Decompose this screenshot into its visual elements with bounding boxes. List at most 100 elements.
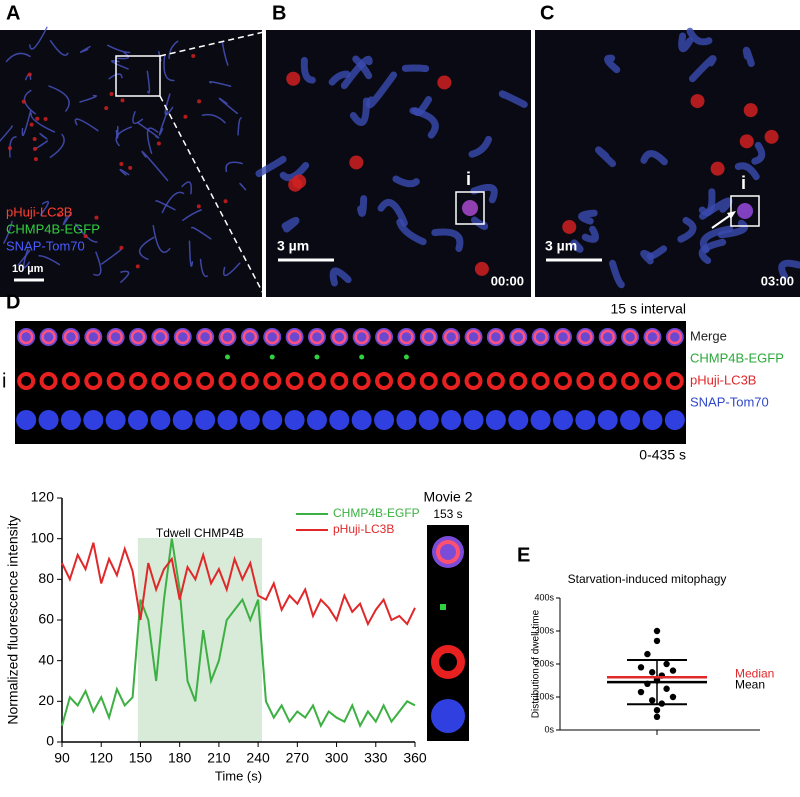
roi-label: i <box>741 173 746 193</box>
vesicle <box>764 129 779 144</box>
dot <box>653 627 661 635</box>
mito <box>79 94 97 103</box>
vesicle <box>32 146 37 151</box>
vesicle <box>43 116 48 121</box>
mito <box>221 41 229 66</box>
frame-red <box>598 372 617 390</box>
frame-blue <box>530 410 551 430</box>
frame-blue <box>351 410 372 430</box>
frame-red <box>509 372 528 390</box>
channel-label: pHuji-LC3B <box>690 372 756 387</box>
frame-blue <box>150 410 171 430</box>
frame-red <box>196 372 215 390</box>
panel-label: B <box>272 2 286 24</box>
image-b <box>266 30 531 297</box>
zoom-line <box>159 31 265 57</box>
frame-merge <box>421 329 437 345</box>
mito <box>239 182 247 191</box>
vesicle <box>119 245 124 250</box>
vesicle <box>56 212 61 217</box>
summary-label: Mean <box>735 677 765 691</box>
vesicle <box>109 91 114 96</box>
frame-blue <box>374 410 395 430</box>
y-tick-label: 100 <box>31 529 55 545</box>
mito <box>498 90 528 108</box>
mito <box>470 216 489 231</box>
mito <box>300 56 316 84</box>
mito <box>581 225 600 243</box>
channel-label: CHMP4B-EGFP <box>6 221 100 236</box>
frame-merge <box>443 329 459 345</box>
frame-merge <box>354 329 369 345</box>
frame-merge <box>220 329 235 345</box>
frame-red <box>17 372 36 390</box>
frame-blue <box>396 410 417 430</box>
x-tick-label: 210 <box>207 750 231 766</box>
mito <box>39 132 48 140</box>
mito <box>34 140 49 150</box>
vesicle <box>437 75 452 90</box>
mito <box>155 200 176 211</box>
y-tick-label: 20 <box>38 692 54 708</box>
scale-label: 3 µm <box>545 238 577 254</box>
mito <box>107 44 131 54</box>
mito <box>29 26 48 50</box>
mito <box>40 200 50 216</box>
mito <box>431 228 464 253</box>
mito <box>74 223 98 243</box>
movie-merge <box>436 540 460 564</box>
frame-red <box>129 372 148 390</box>
vesicle <box>29 122 34 127</box>
frame-merge <box>511 329 526 345</box>
arrow <box>711 213 733 229</box>
vesicle <box>223 199 228 204</box>
mito <box>30 112 56 133</box>
frame-red <box>621 372 640 390</box>
mito <box>139 236 155 261</box>
frame-blue <box>463 410 484 430</box>
frame-merge <box>108 329 123 345</box>
vesicle <box>94 215 99 220</box>
frame-blue <box>60 410 81 430</box>
mito <box>688 55 717 83</box>
mito <box>115 125 119 139</box>
frame-merge <box>287 329 302 345</box>
mito <box>366 71 398 109</box>
y-axis-label: Normalized fluorescence intensity <box>5 515 21 724</box>
y-tick-label: 200s <box>534 658 554 668</box>
mito <box>401 64 430 73</box>
mito <box>677 216 697 243</box>
mito <box>751 141 766 165</box>
frame-red <box>442 372 461 390</box>
frame-merge <box>488 329 504 345</box>
frame-blue <box>441 410 462 430</box>
vesicle <box>690 94 705 109</box>
frame-merge <box>578 329 593 345</box>
frame-green <box>314 354 320 360</box>
image-c <box>535 30 800 297</box>
scale-label: 3 µm <box>277 238 309 254</box>
vesicle <box>35 116 40 121</box>
vesicle <box>739 134 754 149</box>
vesicle <box>349 155 364 170</box>
frame-blue <box>575 410 596 430</box>
mito <box>0 125 13 143</box>
y-tick-label: 120 <box>31 489 55 505</box>
vesicle <box>128 165 133 170</box>
dot <box>669 693 677 701</box>
frame-blue <box>306 410 327 430</box>
frame-blue <box>642 410 663 430</box>
vesicle <box>119 161 124 166</box>
dot <box>637 664 645 671</box>
scale-label: 10 µm <box>12 263 44 275</box>
mito <box>146 127 159 155</box>
roi-box <box>455 191 485 225</box>
frame-red <box>576 372 595 390</box>
span-label: Tdwell CHMP4B <box>156 526 244 540</box>
mito <box>640 150 668 166</box>
mito <box>396 218 427 246</box>
roi-label: i <box>2 370 6 392</box>
vesicle <box>21 99 26 104</box>
mito <box>182 209 202 222</box>
y-tick-label: 80 <box>38 570 54 586</box>
